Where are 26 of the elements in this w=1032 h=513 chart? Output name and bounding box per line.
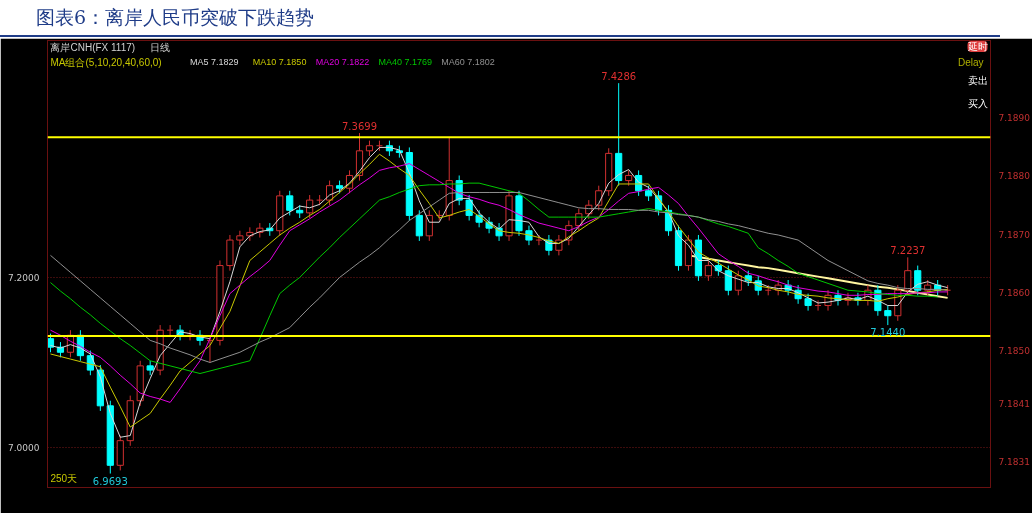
- y2-tick-label: 7.1850: [998, 346, 1031, 357]
- y2-tick-label: 7.1841: [998, 398, 1030, 409]
- y-tick-label: 7.0000: [8, 442, 40, 453]
- text: MA60 7.1802: [441, 56, 495, 67]
- y-tick-label: 7.2000: [8, 272, 40, 283]
- y2-tick-label: 7.1890: [998, 113, 1031, 124]
- text: MA40 7.1769: [378, 56, 432, 67]
- text: Delay: [957, 57, 984, 68]
- annotation: 250天: [50, 473, 78, 484]
- annotation: 7.4286: [601, 71, 637, 83]
- annotation: 离岸CNH(FX 1117): [50, 42, 136, 53]
- annotation: MA组合(5,10,20,40,60,0): [50, 57, 162, 68]
- annotation: 7.2237: [890, 245, 926, 257]
- y2-tick-label: 7.1870: [998, 229, 1031, 240]
- text: 卖出: [967, 75, 988, 86]
- text: MA20 7.1822: [315, 56, 370, 67]
- text: 买入: [967, 98, 988, 109]
- chart-title: 图表6：离岸人民币突破下跌趋势: [0, 0, 1000, 38]
- annotation: 日线: [150, 42, 171, 53]
- text: MA5 7.1829: [190, 56, 239, 67]
- annotation: 6.9693: [92, 475, 128, 487]
- y2-tick-label: 7.1831: [998, 457, 1030, 468]
- text: MA10 7.1850: [252, 56, 307, 67]
- annotation: 7.3699: [342, 121, 378, 133]
- y2-tick-label: 7.1880: [998, 171, 1031, 182]
- y2-tick-label: 7.1860: [998, 288, 1031, 299]
